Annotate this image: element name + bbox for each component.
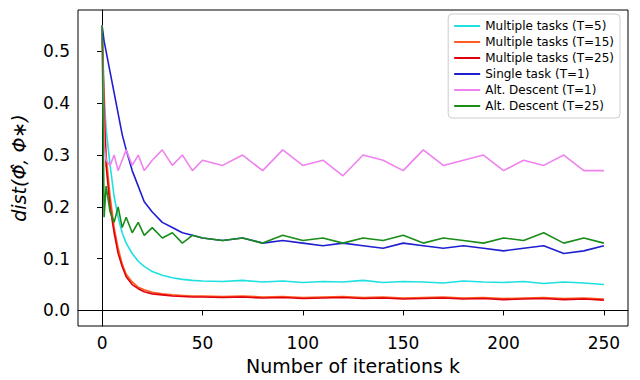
svg-text:Number of iterations k: Number of iterations k [246, 355, 460, 377]
svg-text:0.2: 0.2 [43, 197, 70, 217]
svg-text:Single task (T=1): Single task (T=1) [485, 67, 589, 81]
svg-text:0.4: 0.4 [43, 93, 70, 113]
svg-text:dist(Φ̂, Φ∗): dist(Φ̂, Φ∗) [8, 114, 30, 221]
svg-text:0.1: 0.1 [43, 249, 70, 269]
svg-text:250: 250 [588, 333, 620, 353]
svg-text:Alt. Descent (T=25): Alt. Descent (T=25) [485, 99, 604, 113]
svg-text:100: 100 [287, 333, 319, 353]
svg-text:Alt. Descent (T=1): Alt. Descent (T=1) [485, 83, 596, 97]
svg-text:0.5: 0.5 [43, 41, 70, 61]
svg-text:150: 150 [387, 333, 419, 353]
svg-text:200: 200 [487, 333, 519, 353]
svg-text:Multiple tasks (T=25): Multiple tasks (T=25) [485, 51, 614, 65]
svg-text:0.0: 0.0 [43, 300, 70, 320]
svg-text:50: 50 [192, 333, 214, 353]
svg-text:Multiple tasks (T=15): Multiple tasks (T=15) [485, 35, 614, 49]
svg-text:0.3: 0.3 [43, 145, 70, 165]
svg-text:Multiple tasks (T=5): Multiple tasks (T=5) [485, 19, 606, 33]
svg-text:0: 0 [97, 333, 108, 353]
